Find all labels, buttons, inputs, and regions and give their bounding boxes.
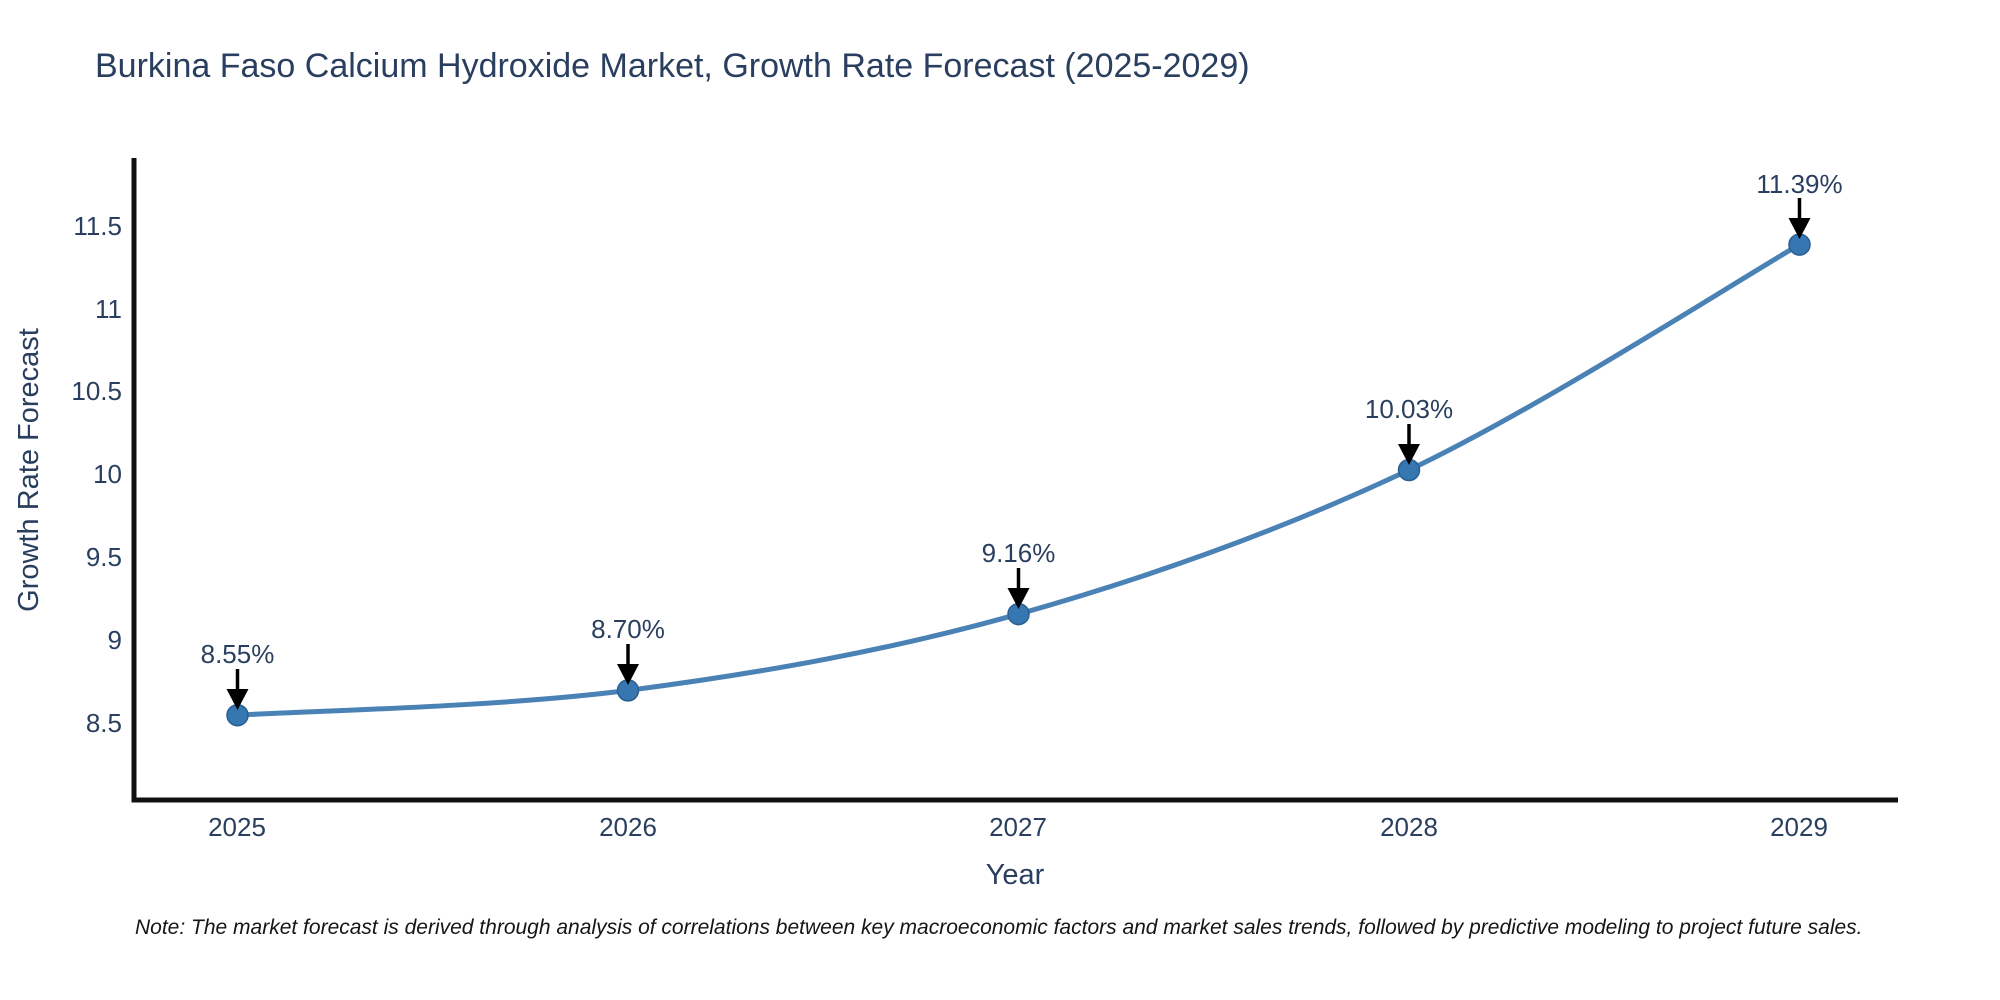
- x-tick-label: 2029: [1770, 812, 1828, 842]
- y-tick-label: 8.5: [86, 708, 122, 738]
- data-points: [226, 233, 1811, 727]
- point-value-label: 8.70%: [591, 614, 665, 644]
- y-axis-title: Growth Rate Forecast: [13, 328, 45, 612]
- point-value-label: 10.03%: [1365, 394, 1453, 424]
- annotation-labels: 8.55% 8.70% 9.16% 10.03% 11.39%: [201, 169, 1843, 669]
- x-tick-label: 2025: [208, 812, 266, 842]
- y-tick-label: 9: [108, 625, 122, 655]
- y-tick-label: 10.5: [71, 376, 122, 406]
- footnote: Note: The market forecast is derived thr…: [135, 916, 1863, 939]
- y-tick-label: 9.5: [86, 542, 122, 572]
- point-value-label: 8.55%: [201, 639, 275, 669]
- y-axis-ticks: 8.5 9 9.5 10 10.5 11 11.5: [71, 211, 122, 738]
- x-axis-ticks: 2025 2026 2027 2028 2029: [208, 812, 1828, 842]
- y-tick-label: 10: [93, 459, 122, 489]
- point-value-label: 11.39%: [1756, 169, 1842, 199]
- annotation-arrows: [226, 198, 1811, 710]
- axis-lines: [131, 158, 1898, 803]
- y-tick-label: 11: [95, 294, 122, 324]
- point-value-label: 9.16%: [982, 538, 1056, 568]
- x-tick-label: 2027: [989, 812, 1047, 842]
- trend-line: [235, 242, 1802, 718]
- x-tick-label: 2028: [1380, 812, 1438, 842]
- arrow-head-icon: [1007, 588, 1030, 609]
- y-tick-label: 11.5: [73, 211, 122, 241]
- x-tick-label: 2026: [599, 812, 657, 842]
- x-axis-title: Year: [986, 859, 1045, 891]
- arrow-head-icon: [1788, 218, 1811, 239]
- arrow-head-icon: [226, 689, 249, 710]
- arrow-head-icon: [1398, 444, 1420, 465]
- chart-title: Burkina Faso Calcium Hydroxide Market, G…: [95, 47, 1250, 85]
- arrow-head-icon: [617, 664, 639, 685]
